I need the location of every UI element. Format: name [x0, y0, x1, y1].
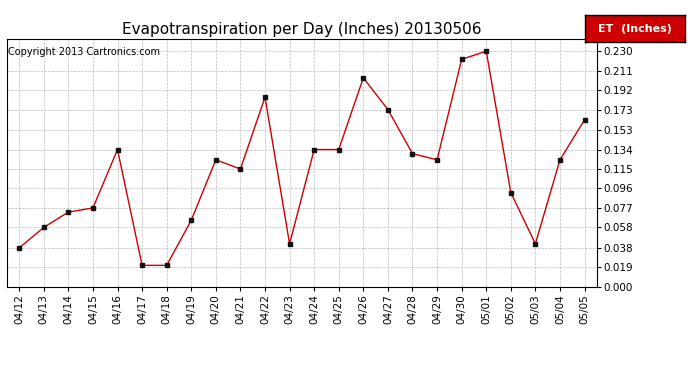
Text: Copyright 2013 Cartronics.com: Copyright 2013 Cartronics.com	[8, 47, 160, 57]
Text: ET  (Inches): ET (Inches)	[598, 24, 672, 33]
Title: Evapotranspiration per Day (Inches) 20130506: Evapotranspiration per Day (Inches) 2013…	[122, 22, 482, 37]
